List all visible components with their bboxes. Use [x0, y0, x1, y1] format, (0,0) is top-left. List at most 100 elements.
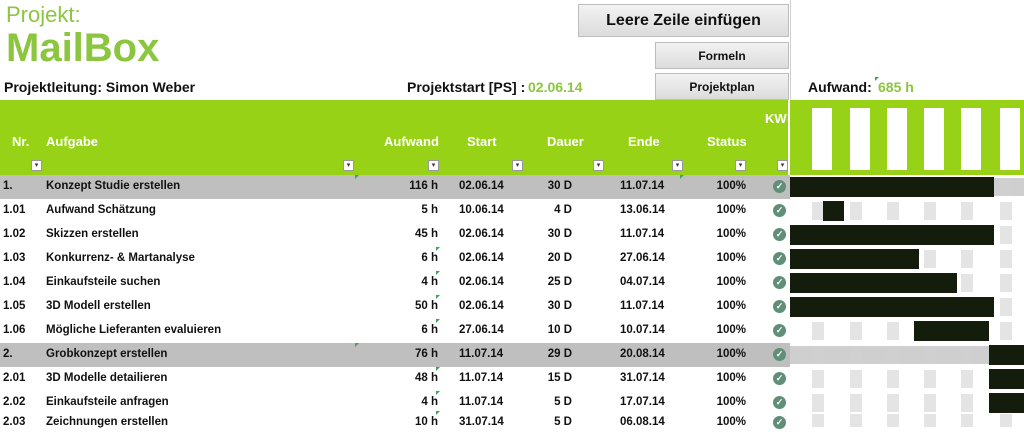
table-row[interactable]: 1.01 Aufwand Schätzung 5 h 10.06.14 4 D …: [0, 199, 790, 223]
row-status[interactable]: 100%: [716, 396, 746, 408]
row-task[interactable]: Einkaufsteile anfragen: [46, 396, 169, 408]
dropdown-arrow-icon[interactable]: ▾: [672, 160, 683, 171]
row-start[interactable]: 11.07.14: [459, 372, 504, 384]
row-duration[interactable]: 4 D: [554, 204, 572, 216]
dropdown-arrow-icon[interactable]: ▾: [343, 160, 354, 171]
row-end[interactable]: 13.06.14: [620, 204, 665, 216]
table-row[interactable]: 1.06 Mögliche Lieferanten evaluieren 6 h…: [0, 319, 790, 343]
row-start[interactable]: 02.06.14: [459, 300, 504, 312]
row-status[interactable]: 100%: [716, 252, 746, 264]
row-task[interactable]: 3D Modelle detailieren: [46, 372, 168, 384]
dropdown-arrow-icon[interactable]: ▾: [428, 160, 439, 171]
row-start[interactable]: 11.07.14: [459, 348, 504, 360]
row-status[interactable]: 100%: [716, 276, 746, 288]
row-task[interactable]: Skizzen erstellen: [46, 228, 139, 240]
col-header-duration: Dauer: [547, 134, 584, 149]
project-plan-button[interactable]: Projektplan: [655, 73, 789, 100]
row-duration[interactable]: 5 D: [554, 416, 572, 428]
row-status[interactable]: 100%: [716, 372, 746, 384]
gantt-bar: [790, 273, 957, 293]
row-effort[interactable]: 10 h: [414, 416, 438, 428]
row-status[interactable]: 100%: [716, 228, 746, 240]
row-duration[interactable]: 30 D: [547, 300, 572, 312]
table-row[interactable]: 2. Grobkonzept erstellen 76 h 11.07.14 2…: [0, 343, 790, 367]
gantt-week-cell: [924, 414, 936, 427]
row-nr: 1.01: [3, 204, 26, 216]
row-effort[interactable]: 76 h: [414, 348, 438, 360]
row-duration[interactable]: 29 D: [547, 348, 572, 360]
row-end[interactable]: 06.08.14: [620, 416, 665, 428]
row-start[interactable]: 11.07.14: [459, 396, 504, 408]
dropdown-arrow-icon[interactable]: ▾: [593, 160, 604, 171]
row-effort[interactable]: 4 h: [421, 396, 438, 408]
filter-icon[interactable]: ▾: [31, 160, 42, 171]
table-row[interactable]: 1. Konzept Studie erstellen 116 h 02.06.…: [0, 175, 790, 199]
insert-empty-row-button[interactable]: Leere Zeile einfügen: [578, 4, 789, 37]
row-status[interactable]: 100%: [716, 324, 746, 336]
row-task[interactable]: Konkurrenz- & Martanalyse: [46, 252, 195, 264]
row-effort[interactable]: 116 h: [409, 180, 438, 192]
row-end[interactable]: 31.07.14: [620, 372, 665, 384]
row-start[interactable]: 10.06.14: [459, 204, 504, 216]
dropdown-arrow-icon[interactable]: ▾: [777, 160, 788, 171]
row-effort[interactable]: 4 h: [421, 276, 438, 288]
row-duration[interactable]: 25 D: [547, 276, 572, 288]
row-end[interactable]: 17.07.14: [620, 396, 665, 408]
row-end[interactable]: 04.07.14: [620, 276, 665, 288]
row-effort[interactable]: 5 h: [421, 204, 438, 216]
table-row[interactable]: 2.02 Einkaufsteile anfragen 4 h 11.07.14…: [0, 391, 790, 415]
row-start[interactable]: 31.07.14: [459, 416, 504, 428]
row-end[interactable]: 11.07.14: [620, 180, 665, 192]
row-duration[interactable]: 15 D: [547, 372, 572, 384]
row-effort[interactable]: 45 h: [414, 228, 438, 240]
row-status[interactable]: 100%: [716, 416, 746, 428]
row-task[interactable]: Mögliche Lieferanten evaluieren: [46, 324, 222, 336]
row-status[interactable]: 100%: [716, 204, 746, 216]
row-task[interactable]: Grobkonzept erstellen: [46, 348, 168, 360]
row-task[interactable]: Aufwand Schätzung: [46, 204, 156, 216]
row-start[interactable]: 02.06.14: [459, 252, 504, 264]
row-start[interactable]: 27.06.14: [459, 324, 504, 336]
project-start-value[interactable]: 02.06.14: [528, 79, 583, 95]
table-row[interactable]: 1.05 3D Modell erstellen 50 h 02.06.14 3…: [0, 295, 790, 319]
table-row[interactable]: 1.03 Konkurrenz- & Martanalyse 6 h 02.06…: [0, 247, 790, 271]
row-duration[interactable]: 30 D: [547, 228, 572, 240]
row-end[interactable]: 20.08.14: [620, 348, 665, 360]
row-effort[interactable]: 48 h: [414, 372, 438, 384]
gantt-week-cell: [850, 370, 862, 388]
row-task[interactable]: Zeichnungen erstellen: [46, 416, 169, 428]
row-effort[interactable]: 50 h: [414, 300, 438, 312]
gantt-bar: [822, 201, 845, 221]
row-end[interactable]: 27.06.14: [620, 252, 665, 264]
table-row[interactable]: 1.04 Einkaufsteile suchen 4 h 02.06.14 2…: [0, 271, 790, 295]
comment-marker-icon: [436, 391, 440, 395]
row-start[interactable]: 02.06.14: [459, 228, 504, 240]
row-start[interactable]: 02.06.14: [459, 276, 504, 288]
table-row[interactable]: 2.01 3D Modelle detailieren 48 h 11.07.1…: [0, 367, 790, 391]
row-end[interactable]: 11.07.14: [620, 228, 665, 240]
dropdown-arrow-icon[interactable]: ▾: [735, 160, 746, 171]
row-status[interactable]: 100%: [716, 348, 746, 360]
row-task[interactable]: 3D Modell erstellen: [46, 300, 151, 312]
row-duration[interactable]: 20 D: [547, 252, 572, 264]
row-effort[interactable]: 6 h: [421, 324, 438, 336]
row-task[interactable]: Einkaufsteile suchen: [46, 276, 161, 288]
col-header-end: Ende: [628, 134, 660, 149]
row-effort[interactable]: 6 h: [421, 252, 438, 264]
table-row[interactable]: 1.02 Skizzen erstellen 45 h 02.06.14 30 …: [0, 223, 790, 247]
formulas-button[interactable]: Formeln: [655, 42, 789, 69]
row-status[interactable]: 100%: [716, 180, 746, 192]
row-status[interactable]: 100%: [716, 300, 746, 312]
project-name: MailBox: [6, 26, 160, 70]
dropdown-arrow-icon[interactable]: ▾: [512, 160, 523, 171]
row-duration[interactable]: 5 D: [554, 396, 572, 408]
row-end[interactable]: 10.07.14: [620, 324, 665, 336]
row-task[interactable]: Konzept Studie erstellen: [46, 180, 181, 192]
gantt-week-cell: [887, 346, 899, 364]
row-duration[interactable]: 10 D: [547, 324, 572, 336]
table-row[interactable]: 2.03 Zeichnungen erstellen 10 h 31.07.14…: [0, 411, 790, 435]
row-duration[interactable]: 30 D: [547, 180, 572, 192]
gantt-week-cell: [1000, 414, 1012, 427]
row-end[interactable]: 11.07.14: [620, 300, 665, 312]
row-start[interactable]: 02.06.14: [459, 180, 504, 192]
